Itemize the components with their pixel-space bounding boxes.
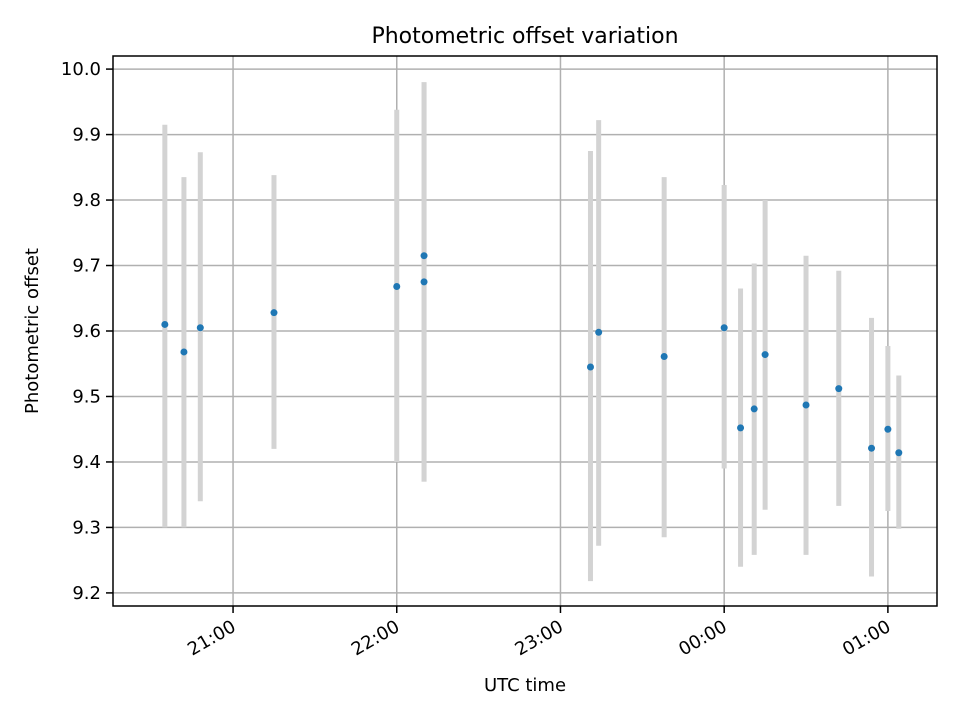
y-tick-label: 9.7 (72, 256, 101, 277)
data-point (270, 309, 278, 317)
data-point (720, 324, 728, 332)
data-point (868, 444, 876, 452)
x-tick-label: 23:00 (512, 616, 567, 660)
data-point (586, 363, 594, 371)
data-point (737, 424, 745, 432)
data-point (835, 385, 843, 393)
y-tick-label: 9.9 (72, 125, 101, 146)
x-tick-label: 21:00 (184, 616, 239, 660)
y-tick-label: 9.4 (72, 452, 101, 473)
data-point (161, 320, 169, 328)
data-point (884, 425, 892, 433)
data-point (420, 252, 428, 260)
y-tick-label: 9.8 (72, 190, 101, 211)
x-tick-label: 01:00 (839, 616, 894, 660)
data-points (161, 252, 903, 457)
chart-title: Photometric offset variation (371, 24, 678, 49)
data-point (180, 348, 188, 356)
x-tick-label: 22:00 (348, 616, 403, 660)
x-axis-label: UTC time (484, 675, 566, 696)
y-tick-label: 9.3 (72, 517, 101, 538)
grid-layer (113, 56, 937, 606)
data-point (750, 405, 758, 413)
data-point (761, 351, 769, 359)
data-point (595, 328, 603, 336)
data-point (196, 324, 204, 332)
y-tick-label: 9.5 (72, 386, 101, 407)
x-tick-label: 00:00 (675, 616, 730, 660)
data-point (802, 401, 810, 409)
data-point (420, 278, 428, 286)
y-tick-label: 9.6 (72, 321, 101, 342)
data-point (660, 353, 668, 361)
y-axis-label: Photometric offset (22, 248, 43, 414)
y-tick-label: 10.0 (61, 59, 101, 80)
data-point (393, 282, 401, 290)
data-point (895, 449, 903, 457)
y-tick-label: 9.2 (72, 583, 101, 604)
